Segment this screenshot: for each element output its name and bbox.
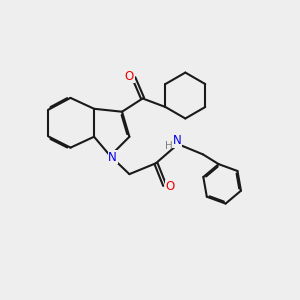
Text: N: N bbox=[172, 134, 181, 147]
Text: H: H bbox=[165, 142, 172, 152]
Text: O: O bbox=[165, 180, 175, 193]
Text: N: N bbox=[108, 151, 117, 164]
Text: O: O bbox=[125, 70, 134, 83]
